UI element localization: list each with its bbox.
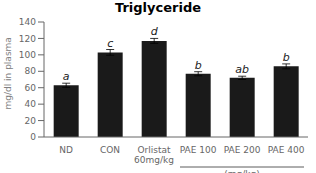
svg-text:40: 40 <box>25 99 37 109</box>
svg-text:0: 0 <box>30 132 36 142</box>
svg-text:d: d <box>151 25 159 38</box>
svg-text:a: a <box>63 70 70 83</box>
svg-text:b: b <box>283 51 290 64</box>
svg-text:80: 80 <box>25 66 37 76</box>
svg-text:PAE 200: PAE 200 <box>224 145 261 155</box>
svg-text:CON: CON <box>100 145 120 155</box>
svg-text:60: 60 <box>25 83 37 93</box>
svg-text:20: 20 <box>25 116 37 126</box>
svg-text:PAE 400: PAE 400 <box>268 145 305 155</box>
svg-text:b: b <box>195 59 202 72</box>
svg-text:100: 100 <box>19 50 36 60</box>
svg-text:c: c <box>107 37 113 50</box>
svg-text:120: 120 <box>19 34 36 44</box>
svg-text:mg/dl in plasma: mg/dl in plasma <box>8 37 13 109</box>
svg-text:(mg/kg): (mg/kg) <box>224 169 259 173</box>
svg-text:140: 140 <box>19 17 36 27</box>
html-text:Triglyceride: Triglyceride <box>115 0 201 15</box>
svg-text:PAE 100: PAE 100 <box>180 145 217 155</box>
svg-text:Orlistat60mg/kg: Orlistat60mg/kg <box>134 145 174 165</box>
svg-text:ab: ab <box>235 63 249 76</box>
svg-text:ND: ND <box>59 145 73 155</box>
